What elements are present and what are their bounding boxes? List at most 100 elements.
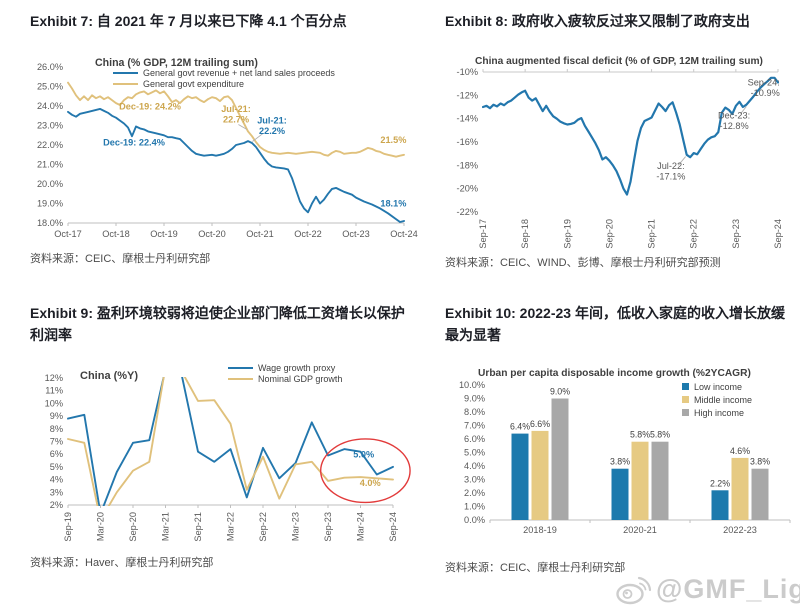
series-line: [482, 76, 779, 196]
exhibit-8-source: 资料来源：CEIC、WIND、彭博、摩根士丹利研究部预测: [445, 257, 721, 269]
highlight-ellipse: [319, 438, 411, 504]
svg-text:1.0%: 1.0%: [464, 502, 485, 512]
exhibit-7-legend: General govt revenue + net land sales pr…: [113, 67, 335, 89]
exhibit-10-chart: 10.0% 9.0% 8.0% 7.0% 6.0% 5.0% 4.0% 3.0% 2.0% 1.0…: [459, 380, 791, 535]
legend-label: Middle income: [694, 394, 753, 405]
bar: [711, 490, 729, 520]
svg-text:10.0%: 10.0%: [459, 380, 485, 390]
weibo-icon: [616, 576, 652, 605]
svg-text:2%: 2%: [50, 500, 63, 510]
svg-text:Sep-21: Sep-21: [193, 512, 203, 542]
legend-label: High income: [694, 407, 745, 418]
svg-text:Sep-18: Sep-18: [520, 219, 530, 249]
svg-text:9%: 9%: [50, 411, 63, 421]
exhibit-10-source: 资料来源：CEIC、摩根士丹利研究部: [445, 562, 626, 574]
legend-label: Low income: [694, 381, 743, 392]
svg-text:10%: 10%: [45, 398, 63, 408]
svg-text:21.0%: 21.0%: [37, 160, 63, 170]
data-annotation: Jul-22: -17.1%: [656, 161, 685, 182]
svg-text:4.6%: 4.6%: [730, 446, 750, 456]
bar: [651, 441, 669, 520]
data-annotation: Sep-24: -10.9%: [748, 77, 780, 98]
series-line: [67, 377, 394, 506]
exhibit-10-chart-title: Urban per capita disposable income growt…: [478, 368, 751, 379]
data-annotation: Dec-19: 22.4%: [103, 138, 165, 148]
svg-text:6%: 6%: [50, 449, 63, 459]
bar: [511, 433, 529, 520]
svg-text:3.0%: 3.0%: [464, 475, 485, 485]
legend-swatch: [682, 383, 689, 390]
svg-text:Mar-21: Mar-21: [161, 512, 171, 541]
legend-label: Nominal GDP growth: [258, 373, 343, 384]
legend-item: Nominal GDP growth: [228, 373, 342, 384]
svg-text:2018-19: 2018-19: [523, 525, 557, 535]
exhibit-7-chart-title: China (% GDP, 12M trailing sum): [95, 57, 258, 69]
svg-text:19.0%: 19.0%: [37, 199, 63, 209]
svg-text:5.0%: 5.0%: [464, 448, 485, 458]
svg-text:7.0%: 7.0%: [464, 421, 485, 431]
svg-text:3.8%: 3.8%: [750, 457, 770, 467]
exhibit-9-chart-title: China (%Y): [80, 370, 139, 382]
legend-swatch: [682, 396, 689, 403]
svg-text:Mar-22: Mar-22: [226, 512, 236, 541]
svg-text:2020-21: 2020-21: [623, 525, 657, 535]
svg-text:5.8%: 5.8%: [650, 430, 670, 440]
exhibit-9-chart: 12% 11% 10% 9% 8% 7% 6% 5% 4% 3% 2%Sep-19 Mar-20 Sep…: [45, 373, 411, 542]
svg-text:18.0%: 18.0%: [37, 218, 63, 228]
svg-text:26.0%: 26.0%: [37, 62, 63, 72]
exhibit-10-heading: Exhibit 10: 2022-23 年间，低收入家庭的收入增长放缓最为显著: [445, 305, 785, 344]
svg-text:Sep-22: Sep-22: [689, 219, 699, 249]
data-annotation: Jul-21: 22.7%: [221, 104, 251, 125]
svg-text:22.0%: 22.0%: [37, 140, 63, 150]
svg-text:Sep-21: Sep-21: [647, 219, 657, 249]
svg-text:Sep-23: Sep-23: [731, 219, 741, 249]
svg-text:11%: 11%: [45, 386, 63, 396]
svg-text:6.4%: 6.4%: [510, 422, 530, 432]
svg-text:8%: 8%: [50, 424, 63, 434]
legend-label: Wage growth proxy: [258, 362, 336, 373]
svg-text:20.0%: 20.0%: [37, 179, 63, 189]
svg-text:Oct-20: Oct-20: [198, 229, 226, 239]
series-line: [67, 377, 394, 506]
exhibit-9-heading: Exhibit 9: 盈利环境较弱将迫使企业部门降低工资增长以保护利润率: [30, 305, 405, 344]
legend-item: General govt revenue + net land sales pr…: [113, 67, 335, 78]
svg-text:24.0%: 24.0%: [37, 101, 63, 111]
svg-text:0.0%: 0.0%: [464, 515, 485, 525]
svg-text:9.0%: 9.0%: [464, 394, 485, 404]
svg-text:5%: 5%: [50, 462, 63, 472]
svg-text:Sep-19: Sep-19: [63, 512, 73, 542]
data-annotation: 4.0%: [360, 478, 381, 488]
data-annotation: 21.5%: [380, 135, 406, 145]
svg-text:-16%: -16%: [457, 137, 478, 147]
svg-text:Sep-17: Sep-17: [478, 219, 488, 249]
bar: [731, 457, 749, 520]
svg-text:12%: 12%: [45, 373, 63, 383]
legend-item: General govt expenditure: [113, 78, 335, 89]
svg-text:-20%: -20%: [457, 184, 478, 194]
svg-text:Oct-17: Oct-17: [54, 229, 82, 239]
svg-text:Oct-19: Oct-19: [150, 229, 178, 239]
svg-text:-22%: -22%: [457, 207, 478, 217]
svg-text:Sep-23: Sep-23: [323, 512, 333, 542]
svg-text:23.0%: 23.0%: [37, 121, 63, 131]
svg-text:Oct-21: Oct-21: [246, 229, 274, 239]
svg-text:Oct-22: Oct-22: [294, 229, 322, 239]
data-annotation: Dec-19: 24.2%: [119, 102, 181, 112]
svg-text:9.0%: 9.0%: [550, 387, 570, 397]
exhibit-7-heading: Exhibit 7: 自 2021 年 7 月以来已下降 4.1 个百分点: [30, 13, 347, 29]
svg-text:Sep-19: Sep-19: [562, 219, 572, 249]
data-annotation: 5.0%: [353, 449, 374, 459]
legend-label: General govt expenditure: [143, 78, 245, 89]
svg-text:3%: 3%: [50, 487, 63, 497]
exhibit-8-chart: -10% -12% -14% -16% -18% -20% -22%Sep-17 Sep-18…: [457, 67, 783, 249]
svg-text:4.0%: 4.0%: [464, 461, 485, 471]
svg-text:2.0%: 2.0%: [464, 488, 485, 498]
svg-text:6.6%: 6.6%: [530, 419, 550, 429]
svg-text:5.8%: 5.8%: [630, 430, 650, 440]
svg-text:2022-23: 2022-23: [723, 525, 757, 535]
legend-swatch: [113, 82, 138, 85]
svg-text:Oct-23: Oct-23: [342, 229, 370, 239]
svg-text:-18%: -18%: [457, 160, 478, 170]
exhibit-8-chart-title: China augmented fiscal deficit (% of GDP…: [475, 56, 763, 67]
